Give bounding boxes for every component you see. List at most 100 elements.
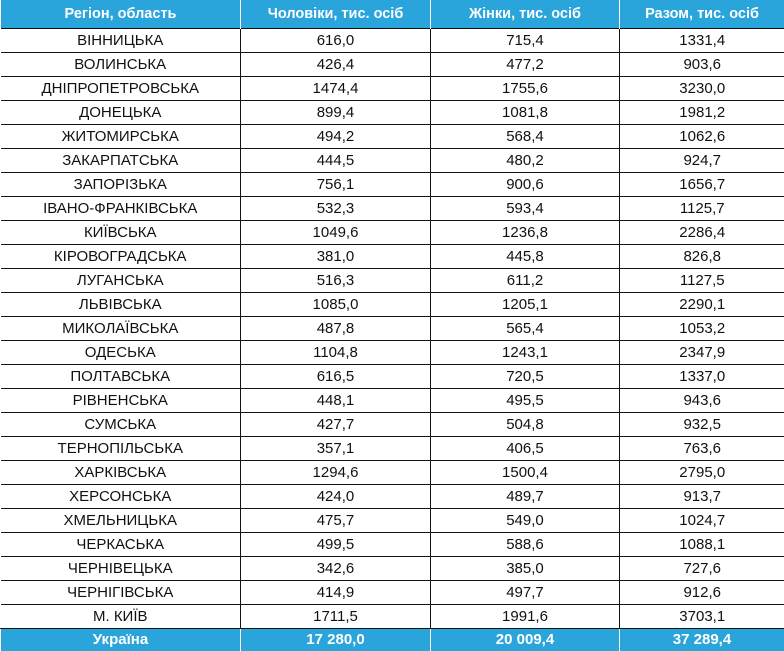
cell-region: ЗАКАРПАТСЬКА xyxy=(1,149,241,173)
cell-region: М. КИЇВ xyxy=(1,605,241,629)
header-total: Разом, тис. осіб xyxy=(620,0,784,29)
cell-women: 588,6 xyxy=(431,533,620,557)
cell-men: 1474,4 xyxy=(241,77,431,101)
cell-total: 826,8 xyxy=(620,245,784,269)
cell-total: 1062,6 xyxy=(620,125,784,149)
header-region: Регіон, область xyxy=(1,0,241,29)
cell-total: 932,5 xyxy=(620,413,784,437)
cell-men: 616,5 xyxy=(241,365,431,389)
table-header: Регіон, область Чоловіки, тис. осіб Жінк… xyxy=(1,0,784,29)
cell-women: 1991,6 xyxy=(431,605,620,629)
cell-women: 1236,8 xyxy=(431,221,620,245)
cell-women: 497,7 xyxy=(431,581,620,605)
cell-region: ЧЕРНІВЕЦЬКА xyxy=(1,557,241,581)
cell-women: 1205,1 xyxy=(431,293,620,317)
header-men: Чоловіки, тис. осіб xyxy=(241,0,431,29)
cell-region: ВІННИЦЬКА xyxy=(1,29,241,53)
cell-region: ОДЕСЬКА xyxy=(1,341,241,365)
cell-region: МИКОЛАЇВСЬКА xyxy=(1,317,241,341)
cell-men: 516,3 xyxy=(241,269,431,293)
cell-total: 943,6 xyxy=(620,389,784,413)
cell-men: 426,4 xyxy=(241,53,431,77)
cell-women: 565,4 xyxy=(431,317,620,341)
cell-total: 2290,1 xyxy=(620,293,784,317)
cell-men: 1711,5 xyxy=(241,605,431,629)
cell-men: 1085,0 xyxy=(241,293,431,317)
cell-total: 1053,2 xyxy=(620,317,784,341)
cell-women: 593,4 xyxy=(431,197,620,221)
cell-women: 715,4 xyxy=(431,29,620,53)
cell-total: 2347,9 xyxy=(620,341,784,365)
total-row: Україна 17 280,0 20 009,4 37 289,4 xyxy=(1,629,784,651)
cell-men: 616,0 xyxy=(241,29,431,53)
cell-women: 495,5 xyxy=(431,389,620,413)
cell-region: ІВАНО-ФРАНКІВСЬКА xyxy=(1,197,241,221)
cell-region: КИЇВСЬКА xyxy=(1,221,241,245)
cell-women: 1500,4 xyxy=(431,461,620,485)
cell-total: 3703,1 xyxy=(620,605,784,629)
cell-men: 1049,6 xyxy=(241,221,431,245)
cell-women: 549,0 xyxy=(431,509,620,533)
cell-men: 444,5 xyxy=(241,149,431,173)
cell-men: 475,7 xyxy=(241,509,431,533)
cell-region: ХЕРСОНСЬКА xyxy=(1,485,241,509)
cell-total: 1024,7 xyxy=(620,509,784,533)
cell-total: 1337,0 xyxy=(620,365,784,389)
cell-total: 2795,0 xyxy=(620,461,784,485)
cell-women: 477,2 xyxy=(431,53,620,77)
cell-region: СУМСЬКА xyxy=(1,413,241,437)
cell-region: РІВНЕНСЬКА xyxy=(1,389,241,413)
cell-region: ЛЬВІВСЬКА xyxy=(1,293,241,317)
cell-region: ЧЕРНІГІВСЬКА xyxy=(1,581,241,605)
cell-men: 756,1 xyxy=(241,173,431,197)
cell-men: 342,6 xyxy=(241,557,431,581)
table-footer: Україна 17 280,0 20 009,4 37 289,4 xyxy=(1,629,784,651)
cell-men: 381,0 xyxy=(241,245,431,269)
cell-women: 1081,8 xyxy=(431,101,620,125)
cell-region: ВОЛИНСЬКА xyxy=(1,53,241,77)
cell-total: 1127,5 xyxy=(620,269,784,293)
total-women: 20 009,4 xyxy=(431,629,620,651)
cell-men: 448,1 xyxy=(241,389,431,413)
cell-women: 568,4 xyxy=(431,125,620,149)
cell-women: 504,8 xyxy=(431,413,620,437)
cell-men: 532,3 xyxy=(241,197,431,221)
cell-men: 424,0 xyxy=(241,485,431,509)
cell-region: ХМЕЛЬНИЦЬКА xyxy=(1,509,241,533)
cell-men: 499,5 xyxy=(241,533,431,557)
cell-men: 487,8 xyxy=(241,317,431,341)
cell-men: 494,2 xyxy=(241,125,431,149)
cell-women: 1243,1 xyxy=(431,341,620,365)
cell-total: 1088,1 xyxy=(620,533,784,557)
cell-women: 900,6 xyxy=(431,173,620,197)
cell-region: КІРОВОГРАДСЬКА xyxy=(1,245,241,269)
cell-region: ЖИТОМИРСЬКА xyxy=(1,125,241,149)
cell-total: 913,7 xyxy=(620,485,784,509)
cell-region: ТЕРНОПІЛЬСЬКА xyxy=(1,437,241,461)
cell-total: 924,7 xyxy=(620,149,784,173)
cell-total: 3230,0 xyxy=(620,77,784,101)
cell-women: 1755,6 xyxy=(431,77,620,101)
header-row: Регіон, область Чоловіки, тис. осіб Жінк… xyxy=(1,0,784,29)
cell-men: 414,9 xyxy=(241,581,431,605)
cell-region: ЗАПОРІЗЬКА xyxy=(1,173,241,197)
cell-total: 1981,2 xyxy=(620,101,784,125)
